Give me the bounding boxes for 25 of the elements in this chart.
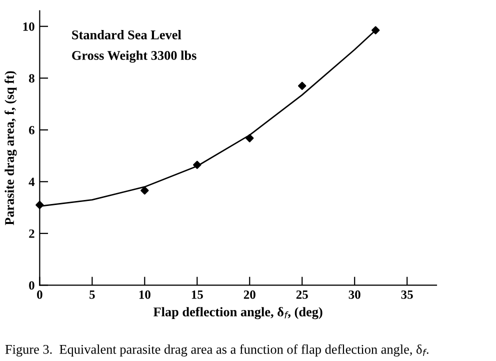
- x-tick-label: 20: [244, 290, 256, 299]
- y-tick-label: 10: [23, 22, 34, 31]
- x-tick-label: 10: [139, 290, 150, 299]
- x-tick-label: 0: [37, 290, 42, 299]
- x-tick-label: 15: [192, 290, 203, 299]
- annotation: Gross Weight 3300 lbs: [72, 50, 196, 63]
- point: [140, 186, 149, 195]
- x-tick-label: 25: [296, 290, 308, 299]
- y-tick-label: 6: [28, 126, 34, 134]
- y-tick-label: 0: [29, 281, 34, 290]
- point: [246, 134, 254, 142]
- point: [193, 160, 202, 169]
- x-axis-title: Flap deflection angle, δ$_{f}$, (deg): [153, 306, 322, 320]
- y-tick-label: 2: [29, 229, 34, 238]
- y-tick-label: 4: [28, 178, 35, 186]
- x-tick-label: 30: [348, 290, 360, 299]
- annotation: Standard Sea Level: [72, 30, 182, 40]
- caption: Figure 3. Equivalent parasite drag area as a function of flap deflection angle, δ$_{f}$.: [5, 344, 428, 357]
- y-tick-label: 8: [28, 74, 34, 83]
- point: [36, 200, 44, 210]
- y-axis-title: Parasite drag area, f, (sq ft): [4, 71, 17, 226]
- x-tick-label: 35: [401, 290, 413, 299]
- point: [298, 82, 306, 90]
- point: [372, 26, 380, 34]
- x-tick-label: 5: [90, 290, 95, 299]
